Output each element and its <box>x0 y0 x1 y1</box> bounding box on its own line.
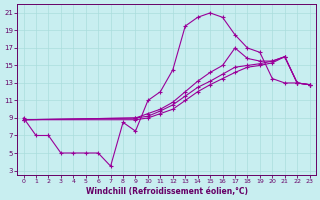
X-axis label: Windchill (Refroidissement éolien,°C): Windchill (Refroidissement éolien,°C) <box>85 187 248 196</box>
